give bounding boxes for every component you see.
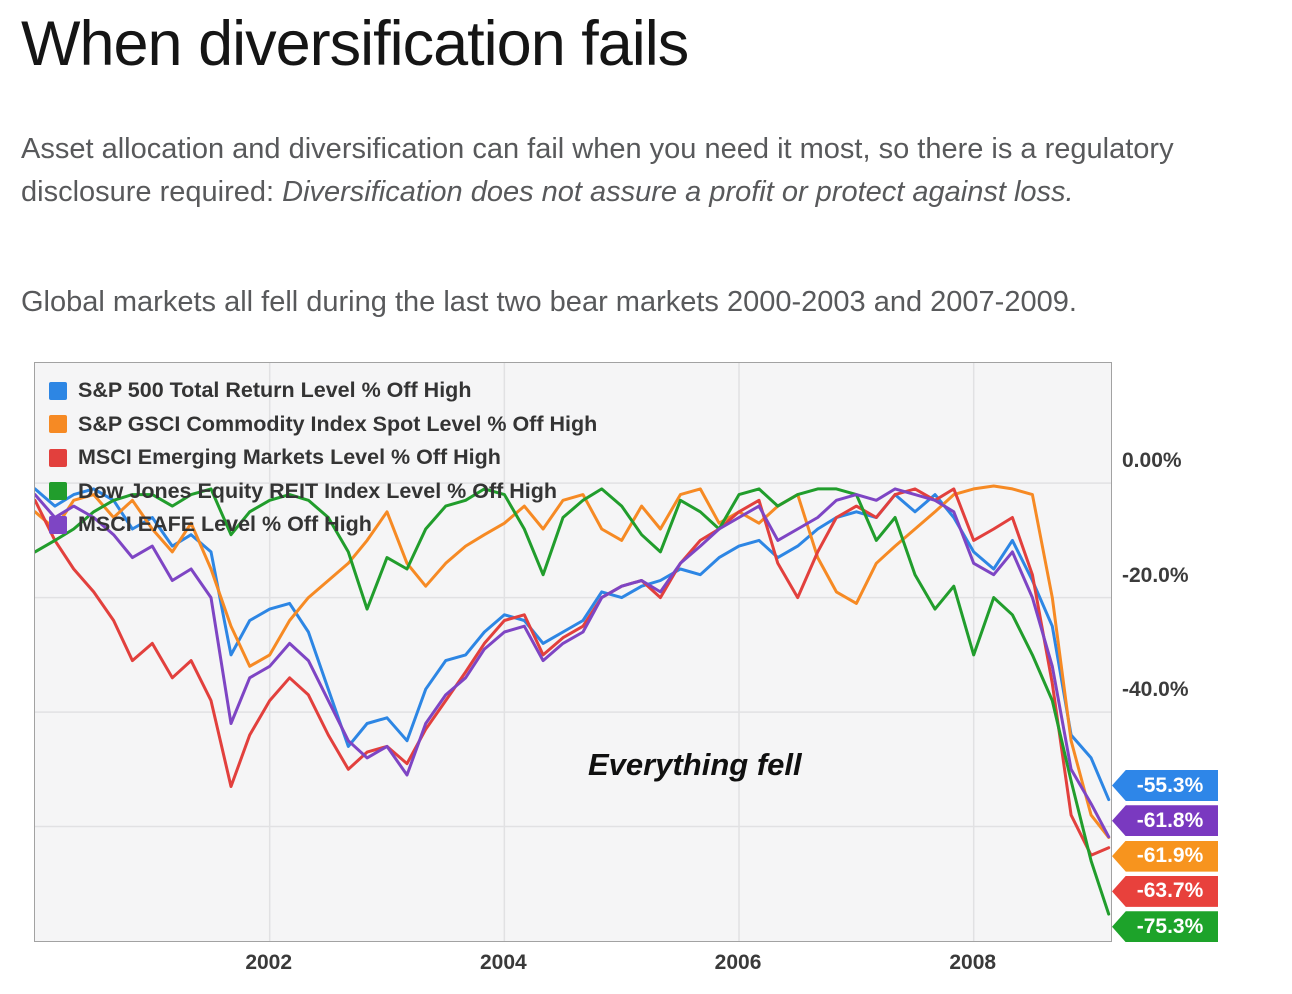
- x-tick-label: 2002: [245, 951, 293, 974]
- chart-plot-area: S&P 500 Total Return Level % Off High S&P…: [34, 362, 1112, 942]
- legend-swatch: [49, 515, 67, 534]
- intro-paragraph: Asset allocation and diversification can…: [21, 128, 1267, 214]
- intro-paragraph-normal: Asset allocation and diversification can…: [21, 133, 1174, 208]
- x-tick-label: 2006: [714, 951, 762, 974]
- legend-item: MSCI Emerging Markets Level % Off High: [49, 441, 597, 475]
- final-value-flag: -61.8%: [1112, 805, 1218, 837]
- series-line: [35, 487, 1111, 916]
- x-tick-label: 2004: [479, 951, 527, 974]
- y-tick-label: -20.0%: [1122, 563, 1189, 587]
- legend-label: Dow Jones Equity REIT Index Level % Off …: [78, 478, 558, 503]
- y-tick-label: 0.00%: [1122, 449, 1182, 473]
- legend-label: S&P 500 Total Return Level % Off High: [78, 378, 472, 403]
- series-line: [35, 487, 1111, 857]
- chart-legend: S&P 500 Total Return Level % Off High S&P…: [49, 374, 597, 542]
- y-tick-label: -40.0%: [1122, 678, 1189, 702]
- legend-item: MSCI EAFE Level % Off High: [49, 508, 597, 542]
- legend-item: S&P GSCI Commodity Index Spot Level % Of…: [49, 408, 597, 442]
- legend-item: S&P 500 Total Return Level % Off High: [49, 374, 597, 408]
- legend-item: Dow Jones Equity REIT Index Level % Off …: [49, 475, 597, 509]
- chart-lines-svg: [35, 363, 1111, 941]
- final-value-flag: -55.3%: [1112, 770, 1218, 801]
- legend-swatch: [49, 415, 67, 434]
- series-line: [35, 484, 1111, 839]
- series-line: [35, 487, 1111, 839]
- final-value-flag: -61.9%: [1112, 840, 1218, 872]
- legend-label: MSCI EAFE Level % Off High: [78, 512, 372, 537]
- legend-label: S&P GSCI Commodity Index Spot Level % Of…: [78, 411, 598, 436]
- page-title: When diversification fails: [21, 9, 689, 79]
- final-value-flag: -63.7%: [1112, 875, 1218, 907]
- everything-fell-annotation: Everything fell: [588, 747, 802, 782]
- legend-swatch: [49, 482, 67, 501]
- final-value-flag: -75.3%: [1112, 911, 1218, 943]
- regulatory-disclosure-text: Diversification does not assure a profit…: [282, 176, 1074, 208]
- bear-markets-paragraph: Global markets all fell during the last …: [21, 286, 1077, 318]
- legend-label: MSCI Emerging Markets Level % Off High: [78, 445, 501, 470]
- x-tick-label: 2008: [949, 951, 997, 974]
- legend-swatch: [49, 381, 67, 400]
- drawdown-chart: S&P 500 Total Return Level % Off High S&P…: [0, 358, 1292, 994]
- legend-swatch: [49, 448, 67, 467]
